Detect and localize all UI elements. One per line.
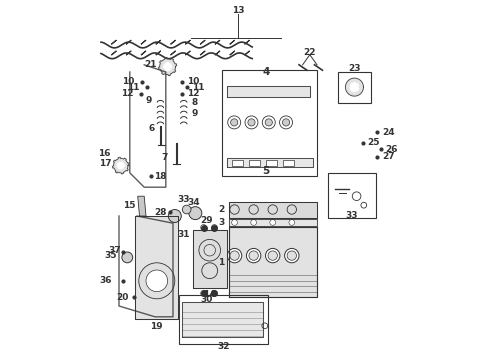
Polygon shape: [138, 196, 146, 216]
Circle shape: [122, 252, 133, 263]
Circle shape: [265, 119, 272, 126]
Circle shape: [227, 248, 242, 263]
Text: 11: 11: [126, 83, 139, 92]
Polygon shape: [227, 158, 314, 167]
Circle shape: [139, 263, 175, 299]
Circle shape: [266, 248, 280, 263]
Text: 5: 5: [262, 166, 270, 176]
Bar: [328, 173, 376, 218]
Polygon shape: [229, 202, 317, 218]
Circle shape: [246, 248, 261, 263]
Text: 2: 2: [218, 205, 224, 214]
Circle shape: [164, 63, 171, 71]
Text: 7: 7: [162, 153, 168, 162]
Text: 34: 34: [188, 198, 200, 207]
Text: 11: 11: [192, 83, 205, 92]
Text: 33: 33: [345, 211, 358, 220]
Circle shape: [350, 83, 359, 92]
Text: 27: 27: [382, 152, 394, 161]
Text: 26: 26: [386, 145, 398, 154]
Bar: [266, 160, 277, 166]
Text: 33: 33: [177, 195, 190, 204]
Text: 14: 14: [203, 290, 215, 299]
Text: 3: 3: [218, 218, 224, 227]
Circle shape: [270, 220, 275, 225]
Bar: [338, 72, 371, 103]
Circle shape: [146, 270, 168, 292]
Text: 35: 35: [105, 251, 117, 260]
Circle shape: [169, 210, 181, 222]
Circle shape: [268, 251, 277, 260]
Text: 9: 9: [192, 109, 198, 118]
Text: 19: 19: [150, 322, 163, 331]
Text: 18: 18: [154, 172, 167, 181]
Text: 6: 6: [148, 125, 154, 134]
Text: 1: 1: [218, 258, 224, 266]
Text: 10: 10: [187, 77, 200, 86]
Text: 15: 15: [122, 201, 135, 210]
Text: 37: 37: [108, 246, 121, 255]
Text: 31: 31: [177, 230, 190, 239]
Text: 28: 28: [154, 208, 167, 217]
Text: 22: 22: [303, 48, 316, 57]
Text: 12: 12: [121, 89, 133, 98]
Polygon shape: [229, 227, 317, 297]
Circle shape: [287, 251, 296, 260]
Text: 9: 9: [145, 96, 151, 105]
Circle shape: [249, 251, 258, 260]
Polygon shape: [227, 86, 310, 97]
Text: 24: 24: [382, 128, 394, 137]
Bar: [221, 70, 317, 176]
Text: 20: 20: [117, 292, 129, 302]
Polygon shape: [193, 230, 227, 288]
Text: 4: 4: [262, 67, 270, 77]
Circle shape: [282, 119, 290, 126]
Bar: [232, 160, 243, 166]
Circle shape: [231, 119, 238, 126]
Text: 10: 10: [122, 77, 134, 86]
Text: 29: 29: [200, 216, 213, 225]
Text: 21: 21: [144, 60, 157, 69]
Text: 23: 23: [348, 64, 361, 73]
Text: 30: 30: [200, 295, 212, 304]
Text: 32: 32: [217, 342, 230, 351]
Text: 36: 36: [99, 276, 112, 284]
Text: 16: 16: [98, 149, 110, 158]
Circle shape: [248, 119, 255, 126]
Polygon shape: [159, 58, 176, 76]
Circle shape: [251, 220, 257, 225]
Circle shape: [189, 207, 202, 220]
Polygon shape: [135, 216, 178, 319]
Text: 8: 8: [192, 98, 198, 107]
Text: 25: 25: [368, 138, 380, 147]
Polygon shape: [182, 302, 263, 337]
Circle shape: [230, 251, 239, 260]
Bar: [179, 295, 268, 344]
Circle shape: [289, 220, 294, 225]
Text: 12: 12: [187, 89, 200, 98]
Circle shape: [117, 162, 124, 169]
Polygon shape: [229, 219, 317, 226]
Bar: [283, 160, 294, 166]
Text: 13: 13: [232, 6, 244, 15]
Circle shape: [285, 248, 299, 263]
Circle shape: [182, 205, 191, 214]
Text: 17: 17: [99, 159, 112, 168]
Circle shape: [232, 220, 238, 225]
Polygon shape: [345, 78, 364, 96]
Circle shape: [204, 244, 216, 256]
Bar: [249, 160, 260, 166]
Polygon shape: [113, 157, 129, 174]
